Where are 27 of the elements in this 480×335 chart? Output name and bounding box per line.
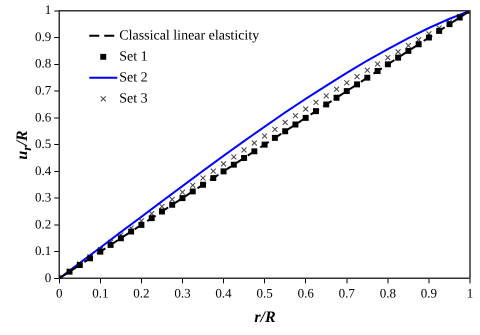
legend-label: Classical linear elasticity xyxy=(119,28,260,44)
x-tick-label: 0.7 xyxy=(338,286,356,301)
y-tick-label: 0.4 xyxy=(35,162,52,178)
y-tick-label: 0.6 xyxy=(35,109,52,124)
y-tick-label: 0.9 xyxy=(35,28,52,44)
y-tick-label: 1 xyxy=(44,2,52,18)
y-tick-label: 0.8 xyxy=(35,56,52,71)
x-axis-title: r/R xyxy=(253,309,277,327)
y-tick-label: 0.1 xyxy=(35,243,52,258)
x-tick-label: 0.2 xyxy=(133,286,150,301)
y-tick-label: 0.7 xyxy=(35,82,52,98)
x-tick-label: 0.9 xyxy=(420,286,438,301)
legend-label: Set 1 xyxy=(119,49,148,64)
x-tick-label: 0.3 xyxy=(174,286,191,301)
y-tick-label: 0.5 xyxy=(35,136,52,152)
y-tick-label: 0.2 xyxy=(35,216,52,232)
x-tick-label: 0.5 xyxy=(256,286,273,301)
x-tick-label: 0.6 xyxy=(298,286,314,301)
y-tick-label: 0.3 xyxy=(35,190,52,205)
x-tick-label: 0.8 xyxy=(380,286,396,301)
x-tick-label: 1 xyxy=(466,286,474,301)
x-tick-label: 0.1 xyxy=(92,286,108,301)
legend-label: Set 3 xyxy=(119,91,148,106)
legend-label: Set 2 xyxy=(119,70,148,86)
y-tick-label: 0 xyxy=(44,270,52,285)
x-tick-label: 0 xyxy=(56,286,62,301)
x-tick-label: 0.4 xyxy=(215,286,232,301)
